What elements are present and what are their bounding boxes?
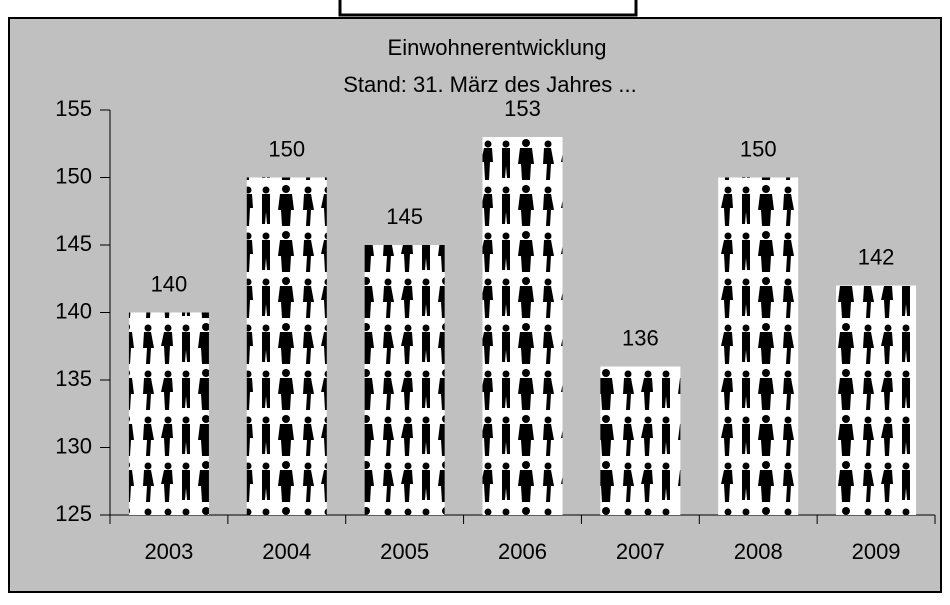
x-tick-label: 2009 bbox=[852, 539, 901, 564]
bar bbox=[718, 177, 799, 515]
x-tick-label: 2003 bbox=[144, 539, 193, 564]
x-tick-label: 2004 bbox=[262, 539, 311, 564]
bar bbox=[364, 245, 445, 515]
bar bbox=[128, 312, 209, 515]
y-tick-label: 130 bbox=[55, 433, 92, 458]
y-tick-label: 155 bbox=[55, 96, 92, 121]
value-label: 145 bbox=[386, 204, 423, 229]
y-tick-label: 135 bbox=[55, 366, 92, 391]
value-label: 153 bbox=[504, 96, 541, 121]
value-label: 150 bbox=[268, 136, 305, 161]
y-tick-label: 125 bbox=[55, 501, 92, 526]
x-tick-label: 2005 bbox=[380, 539, 429, 564]
value-label: 140 bbox=[151, 271, 188, 296]
y-tick-label: 140 bbox=[55, 298, 92, 323]
bar bbox=[246, 177, 327, 515]
bar bbox=[836, 285, 917, 515]
bar bbox=[482, 137, 563, 515]
bar bbox=[600, 366, 681, 515]
x-tick-label: 2007 bbox=[616, 539, 665, 564]
value-label: 142 bbox=[858, 244, 895, 269]
x-tick-label: 2006 bbox=[498, 539, 547, 564]
chart-subtitle: Stand: 31. März des Jahres ... bbox=[343, 72, 636, 97]
y-tick-label: 145 bbox=[55, 231, 92, 256]
chart-title: Einwohnerentwicklung bbox=[388, 35, 607, 60]
y-tick-label: 150 bbox=[55, 163, 92, 188]
x-tick-label: 2008 bbox=[734, 539, 783, 564]
value-label: 150 bbox=[740, 136, 777, 161]
top-box bbox=[338, 0, 638, 17]
value-label: 136 bbox=[622, 325, 659, 350]
